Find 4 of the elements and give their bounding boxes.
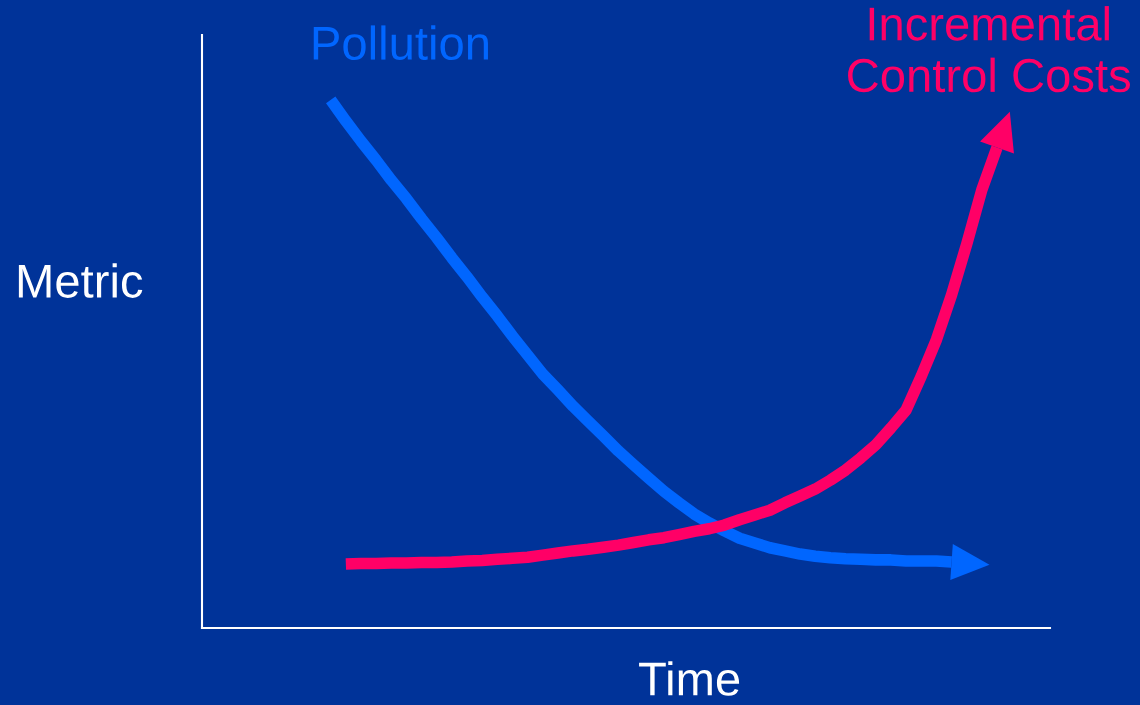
series-label: Pollution — [313, 25, 488, 61]
y-axis-title: Metric — [18, 263, 143, 298]
text: Incremental Control Costs — [848, 6, 1130, 93]
x-axis-title: Time — [639, 661, 740, 696]
